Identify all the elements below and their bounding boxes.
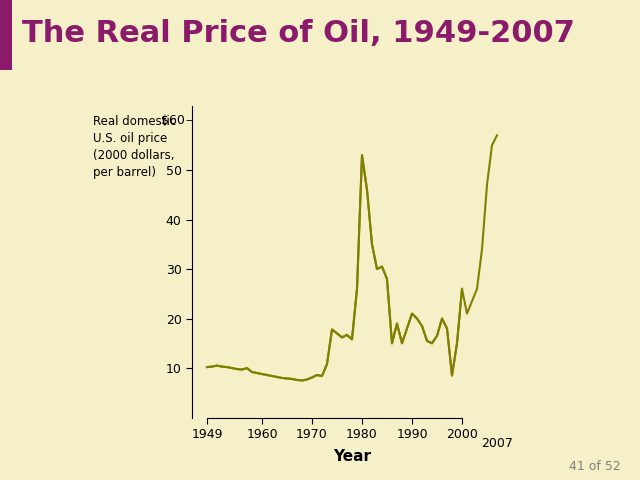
Text: Real domestic
U.S. oil price
(2000 dollars,
per barrel): Real domestic U.S. oil price (2000 dolla…: [93, 115, 176, 179]
Text: $60: $60: [161, 114, 185, 127]
Bar: [0, 0, 12, 70]
Text: 41 of 52: 41 of 52: [569, 460, 621, 473]
X-axis label: Year: Year: [333, 449, 371, 464]
Text: The Real Price of Oil, 1949-2007: The Real Price of Oil, 1949-2007: [22, 19, 575, 48]
Text: 2007: 2007: [481, 437, 513, 450]
